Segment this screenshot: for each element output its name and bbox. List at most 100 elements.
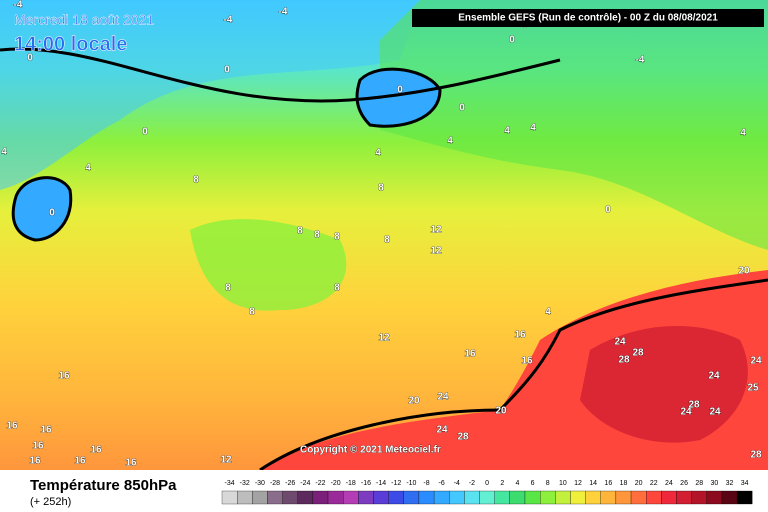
isotherm-label: 16 bbox=[29, 456, 41, 467]
footer-title: Température 850hPa bbox=[30, 477, 177, 494]
colorbar-swatch bbox=[494, 490, 511, 505]
isotherm-label: 4 bbox=[1, 147, 7, 158]
isotherm-label: 0 bbox=[509, 35, 515, 46]
isotherm-label: 12 bbox=[430, 225, 442, 236]
isotherm-label: 8 bbox=[297, 226, 303, 237]
colorbar-label: -26 bbox=[285, 480, 295, 487]
colorbar-swatch bbox=[464, 490, 480, 505]
isotherm-label: 0 bbox=[49, 208, 55, 219]
colorbar: -34 -32 -30 -28 -26 -24 -22 -20 -18 -16 -14 -12 -10-… bbox=[221, 480, 753, 505]
colorbar-swatch bbox=[555, 490, 571, 505]
cold-contour bbox=[11, 176, 73, 242]
run-box bbox=[412, 9, 764, 27]
colorbar-swatch bbox=[236, 490, 253, 505]
zero-isotherm bbox=[0, 47, 561, 103]
twenty-isotherm bbox=[259, 278, 768, 472]
colorbar-label: 2 bbox=[500, 480, 504, 487]
isotherm-label: -4 bbox=[14, 0, 23, 11]
isotherm-label: 28 bbox=[750, 450, 762, 461]
colorbar-swatch bbox=[358, 490, 374, 505]
isotherm-label: 8 bbox=[193, 175, 199, 186]
isotherm-label: 8 bbox=[384, 235, 390, 246]
colorbar-swatch bbox=[418, 490, 435, 505]
map bbox=[0, 0, 768, 472]
isotherm-label: 8 bbox=[225, 283, 231, 294]
isotherm-label: 0 bbox=[605, 205, 611, 216]
colorbar-label: 14 bbox=[589, 480, 597, 487]
colorbar-swatch bbox=[479, 490, 495, 505]
isotherm-label: 16 bbox=[32, 441, 44, 452]
isotherm-label: 24 bbox=[680, 407, 692, 418]
run-info: Ensemble GEFS (Run de contrôle) - 00 Z d… bbox=[458, 13, 718, 24]
copyright: Copyright © 2021 Meteociel.fr bbox=[300, 445, 441, 456]
colorbar-label: 22 bbox=[650, 480, 658, 487]
colorbar-swatch bbox=[252, 490, 268, 505]
colorbar-label: 10 bbox=[559, 480, 567, 487]
colorbar-swatch bbox=[706, 490, 723, 505]
colorbar-label: -8 bbox=[423, 480, 429, 487]
colorbar-swatch bbox=[630, 490, 647, 505]
colorbar-swatch bbox=[570, 490, 586, 505]
colorbar-swatch bbox=[267, 490, 283, 505]
isotherm-label: 20 bbox=[738, 266, 750, 277]
isotherm-label: 16 bbox=[40, 425, 52, 436]
colorbar-label: -4 bbox=[454, 480, 460, 487]
colorbar-swatch bbox=[343, 490, 359, 505]
colorbar-swatch bbox=[661, 490, 677, 505]
isotherm-label: 16 bbox=[58, 371, 70, 382]
colorbar-label: -22 bbox=[315, 480, 325, 487]
colorbar-label: -14 bbox=[376, 480, 386, 487]
isotherm-label: 8 bbox=[249, 307, 255, 318]
colorbar-label: -30 bbox=[255, 480, 265, 487]
isotherm-label: 4 bbox=[740, 128, 746, 139]
isotherm-label: 16 bbox=[464, 349, 476, 360]
isotherm-label: 4 bbox=[85, 163, 91, 174]
isotherm-label: 28 bbox=[632, 348, 644, 359]
isotherm-label: 8 bbox=[334, 283, 340, 294]
isotherm-label: 16 bbox=[514, 330, 526, 341]
colorbar-label: -16 bbox=[361, 480, 371, 487]
colorbar-swatch bbox=[433, 490, 450, 505]
isotherm-label: 28 bbox=[618, 355, 630, 366]
lead-time: (+ 252h) bbox=[30, 496, 71, 508]
colorbar-swatch bbox=[509, 490, 526, 505]
isotherm-label: 0 bbox=[397, 85, 403, 96]
map-labels: -4-4-4000000000-444444444888888888121212… bbox=[1, 0, 762, 469]
colorbar-label: -2 bbox=[469, 480, 475, 487]
colorbar-swatch bbox=[282, 490, 298, 505]
isotherm-label: 16 bbox=[125, 458, 137, 469]
colorbar-swatch bbox=[221, 490, 238, 505]
colorbar-label: -32 bbox=[240, 480, 250, 487]
colorbar-label: -20 bbox=[331, 480, 341, 487]
isotherm-label: 0 bbox=[27, 53, 33, 64]
colorbar-label: -28 bbox=[270, 480, 280, 487]
isotherm-label: 25 bbox=[747, 383, 759, 394]
isotherm-label: 4 bbox=[375, 148, 381, 159]
colorbar-swatch bbox=[585, 490, 601, 505]
colorbar-swatch bbox=[327, 490, 344, 505]
colorbar-swatch bbox=[600, 490, 617, 505]
isotherm-label: 16 bbox=[6, 421, 18, 432]
colorbar-swatch bbox=[449, 490, 465, 505]
isotherm-label: 0 bbox=[142, 127, 148, 138]
colorbar-swatch bbox=[297, 490, 314, 505]
colorbar-swatch bbox=[540, 490, 556, 505]
isotherm-label: 16 bbox=[521, 356, 533, 367]
date: Mercredi 18 août 2021 bbox=[14, 12, 154, 28]
isotherm-label: 24 bbox=[750, 356, 762, 367]
isotherm-label: 20 bbox=[408, 396, 420, 407]
colorbar-swatch bbox=[646, 490, 662, 505]
isotherm-label: 24 bbox=[709, 407, 721, 418]
green-patch bbox=[190, 219, 347, 311]
colorbar-label: 16 bbox=[604, 480, 612, 487]
colorbar-label: 32 bbox=[726, 480, 734, 487]
colorbar-swatch bbox=[524, 490, 541, 505]
isotherm-label: 16 bbox=[90, 445, 102, 456]
isotherm-label: -4 bbox=[636, 55, 645, 66]
time: 14:00 locale bbox=[14, 33, 127, 55]
colorbar-label: 20 bbox=[635, 480, 643, 487]
cold-area bbox=[0, 0, 420, 190]
colorbar-label: 28 bbox=[695, 480, 703, 487]
isotherm-label: 24 bbox=[708, 371, 720, 382]
